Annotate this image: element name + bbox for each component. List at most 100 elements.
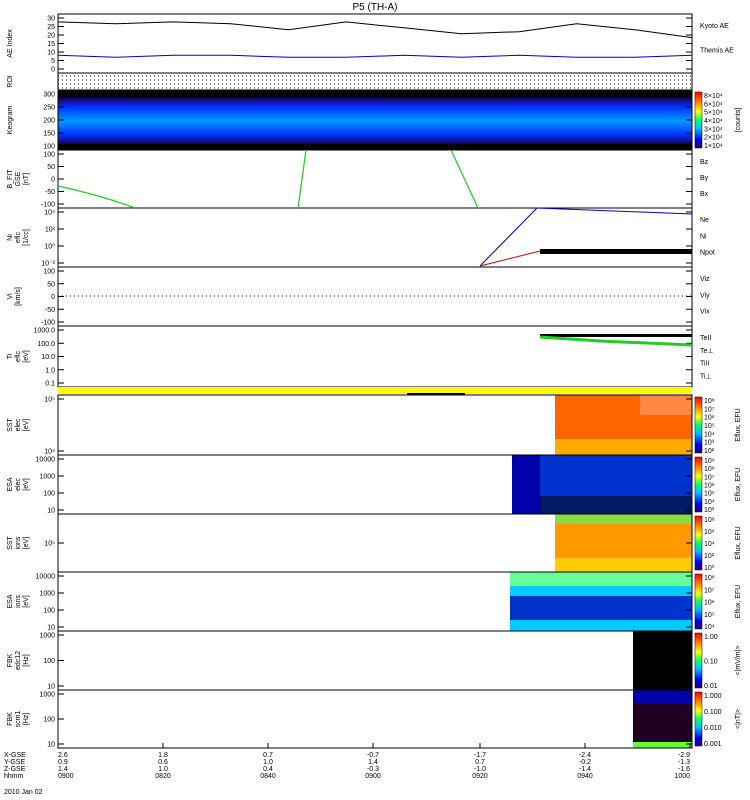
ytick-label: 10 [47, 508, 55, 515]
legend-entry: Kyoto AE [700, 23, 729, 30]
colorbar-label: 10⁶ [704, 600, 715, 607]
colorbar-label: 6×10⁴ [704, 101, 723, 108]
fbk-edc-spectrum [633, 631, 692, 690]
panel-roi: ROI [7, 72, 693, 91]
ytick-label: 250 [43, 105, 55, 112]
ytick-label: 10⁴ [44, 210, 55, 217]
ytick-label: 30 [47, 16, 55, 23]
colorbar-label: 10² [704, 553, 715, 560]
ytick-label: 0 [51, 177, 55, 184]
x-tick-label: 0900 [365, 773, 381, 780]
colorbar-scale [694, 573, 703, 630]
panel-ylabel: ROI [7, 75, 14, 88]
ytick-label: 100 [43, 152, 55, 159]
colorbar-label: 10⁴ [704, 499, 715, 506]
sst-ion-spectrum-low [555, 558, 692, 572]
colorbar-label: 3×10⁴ [704, 126, 723, 133]
legend-entry: Themis AE [700, 48, 734, 55]
colorbar-label: 10³ [704, 440, 715, 447]
esa-elec-spectrum-low [540, 496, 692, 514]
colorbar-label: 10⁷ [704, 406, 715, 413]
colorbar-label: 1×10⁴ [704, 143, 723, 150]
ytick-label: 10 [47, 742, 55, 749]
ytick-label: 10⁻² [41, 261, 55, 268]
colorbar-label: 8×10⁴ [704, 93, 723, 100]
ytick-label: 25 [47, 24, 55, 31]
keogram-image [58, 98, 692, 144]
x-tick-label: 0940 [577, 773, 593, 780]
panel-esa_i: ESAions[eV] 10000 1000 100 10 10⁸ 10⁷ 10⁶ 10⁵ 10⁴… [7, 571, 742, 632]
sst-ion-spectrum-top [555, 514, 692, 524]
ylabel-line: B_FIT [7, 169, 14, 189]
colorbar-scale [694, 396, 703, 454]
fbk-scm-spectrum-low [633, 742, 692, 748]
flag-bar [58, 387, 692, 394]
ylabel-line: ESA [7, 477, 14, 491]
ylabel-line: [km/s] [15, 287, 22, 306]
x-tick-label: -0.3 [367, 766, 379, 773]
colorbar-label: 10⁶ [704, 483, 715, 490]
sst-elec-spectrum-high [640, 395, 692, 415]
panel-ylabel: ESAions[eV] [7, 594, 30, 608]
ytick-label: -50 [45, 189, 55, 196]
ytick-label: -100 [41, 202, 55, 209]
colorbar-label: 10⁹ [704, 458, 715, 465]
x-tick-label: -2.4 [579, 752, 591, 759]
x-tick-label: -0.2 [579, 759, 591, 766]
colorbar: 10⁸ 10⁶ 10⁴ 10² 10⁰ Eflux, EFU [694, 515, 742, 572]
ylabel-line: Vi [7, 293, 14, 300]
ylabel-line: ions [15, 595, 22, 608]
x-tick-label: -1.3 [678, 759, 690, 766]
ylabel-line: elec [15, 478, 22, 491]
colorbar-label: 4×10⁴ [704, 118, 723, 125]
ytick-label: 0 [51, 294, 55, 301]
panel-ylabel: SSTions[eV] [7, 535, 30, 549]
ytick-label: 1000 [39, 633, 55, 640]
ytick-label: 100 [43, 491, 55, 498]
ytick-label: 10⁵ [44, 541, 55, 548]
ytick-label: 10⁴ [44, 449, 55, 456]
x-tick-label: 0840 [260, 773, 276, 780]
ylabel-line: ESA [7, 594, 14, 608]
ytick-label: 1000 [39, 692, 55, 699]
legend-entry: Viz [700, 276, 710, 283]
colorbar-label: 10⁶ [704, 529, 715, 536]
panel-fbk1: FBKedc12[Hz] 1000 100 10 1.00 0.10 0.01 <|mV/m|… [7, 630, 742, 691]
panel-ylabel: AE Index [7, 29, 14, 58]
x-tick-label: 1.4 [58, 766, 68, 773]
ytick-label: 10 [47, 684, 55, 691]
ylabel-line: Keogram [7, 106, 14, 135]
ytick-label: 5 [51, 58, 55, 65]
colorbar-label: 10⁵ [704, 423, 715, 430]
panel-frame [57, 630, 693, 691]
panel-frame [57, 689, 693, 749]
colorbar: 1.000 0.100 0.010 0.001 <|nT|> [694, 691, 742, 748]
ytick-label: -100 [41, 320, 55, 327]
colorbar-label: 10⁸ [704, 517, 715, 524]
panel-fbk2: FBKscm1[Hz] 1000 100 10 1.000 0.100 0.010 0.001… [7, 689, 742, 749]
panel-vi: Vi[km/s] 100 50 0 -50 -100 Viz Viy Vix [7, 266, 710, 327]
x-tick-label: 0.9 [58, 759, 68, 766]
ae-series-kyoto [57, 21, 693, 39]
ylabel-line: Ni [7, 234, 14, 241]
ylabel-line: eflc [15, 232, 22, 243]
colorbar-unit: Eflux, EFU [735, 585, 742, 618]
ytick-label: 20 [47, 33, 55, 40]
ytick-label: 10000 [36, 457, 56, 464]
ylabel-line: SST [7, 417, 14, 431]
colorbar: 10⁸ 10⁷ 10⁶ 10⁵ 10⁴ Eflux, EFU [694, 573, 742, 631]
x-tick-label: 1.4 [368, 759, 378, 766]
ytick-label: 10⁰ [44, 243, 55, 251]
colorbar-unit: <|nT|> [735, 709, 742, 729]
esa-ion-spectrum-top [510, 572, 692, 586]
panel-ylabel: Tieflc[eV] [7, 350, 30, 363]
legend-entry: Bx [700, 191, 709, 198]
panel-ylabel: FBKscm1[Hz] [7, 711, 30, 728]
ylabel-line: GSE [15, 171, 22, 186]
ylabel-line: [eV] [23, 595, 30, 608]
x-tick-label: 1000 [674, 773, 690, 780]
colorbar-label: 10⁰ [704, 564, 715, 572]
ytick-label: 1000.0 [34, 328, 56, 335]
colorbar-label: 0.01 [704, 683, 718, 690]
